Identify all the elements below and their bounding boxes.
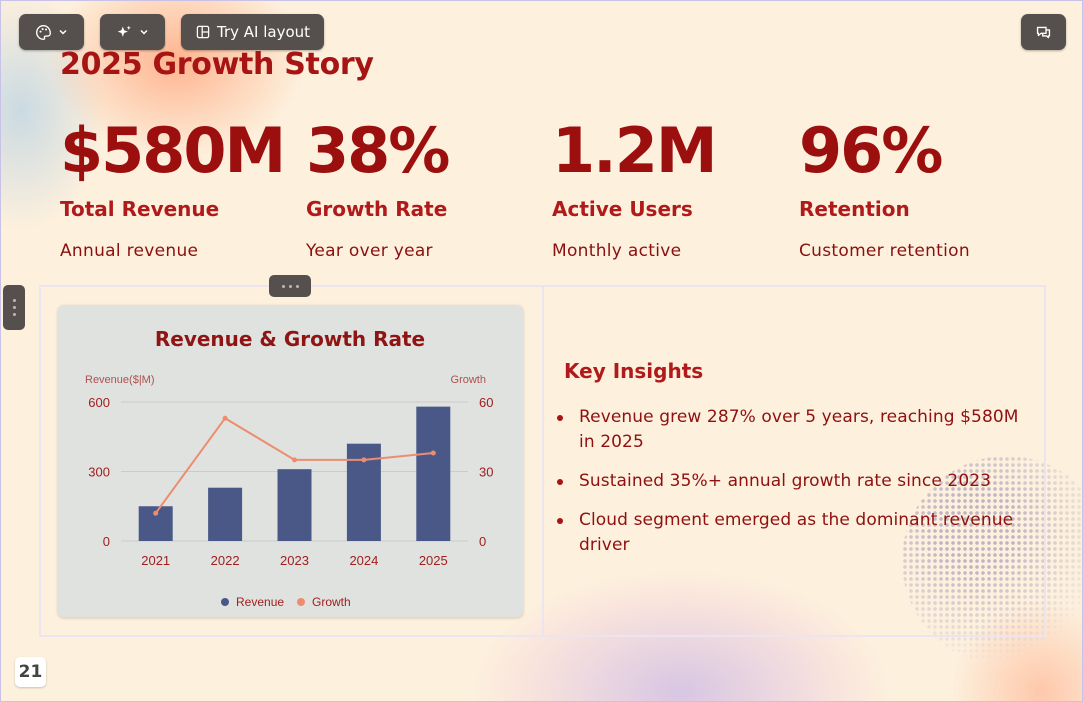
layout-icon <box>196 25 210 39</box>
stat-subtext: Monthly active <box>552 241 682 261</box>
revenue-growth-chart: Revenue & Growth Rate Revenue($|M) Growth 0… <box>85 327 493 609</box>
insight-item: Sustained 35%+ annual growth rate since … <box>557 469 1027 494</box>
y-axis-left-label: Revenue($|M) <box>85 374 155 386</box>
legend-swatch-revenue <box>221 598 229 606</box>
insights-list: Revenue grew 287% over 5 years, reaching… <box>557 405 1027 572</box>
insights-title: Key Insights <box>564 359 704 383</box>
try-ai-layout-label: Try AI layout <box>216 23 311 41</box>
y-axis-right-label: Growth <box>451 374 486 386</box>
sparkles-icon <box>117 25 131 37</box>
stat-value: 96% <box>799 114 943 187</box>
bar-revenue <box>277 469 312 541</box>
stat-value: 38% <box>306 114 450 187</box>
x-tick-label: 2022 <box>211 553 240 568</box>
stat-active-users: 1.2M Active Users Monthly active <box>552 113 792 261</box>
stat-subtext: Customer retention <box>799 241 970 261</box>
chevron-down-icon <box>59 29 67 35</box>
legend-swatch-growth <box>297 598 305 606</box>
palette-icon <box>36 24 51 40</box>
y-tick-right: 30 <box>479 465 493 480</box>
stat-subtext: Year over year <box>306 241 433 261</box>
comment-icon <box>1036 26 1051 38</box>
stat-retention: 96% Retention Customer retention <box>799 113 1039 261</box>
insight-item: Revenue grew 287% over 5 years, reaching… <box>557 405 1027 455</box>
y-tick-left: 300 <box>88 465 110 480</box>
legend-label-growth: Growth <box>312 595 351 609</box>
stat-label: Growth Rate <box>306 197 448 221</box>
x-tick-label: 2025 <box>419 553 448 568</box>
insight-item: Cloud segment emerged as the dominant re… <box>557 508 1027 558</box>
point-growth <box>292 457 297 463</box>
page-number-badge[interactable]: 21 <box>15 657 46 687</box>
point-growth <box>361 457 367 463</box>
stat-label: Total Revenue <box>60 197 220 221</box>
comment-button[interactable] <box>1021 14 1066 50</box>
stat-label: Active Users <box>552 197 693 221</box>
bar-revenue <box>208 487 243 541</box>
drag-handle-vertical[interactable] <box>3 285 25 330</box>
point-growth <box>430 450 436 456</box>
y-tick-left: 0 <box>103 534 110 549</box>
stat-subtext: Annual revenue <box>60 241 199 261</box>
chevron-down-icon <box>140 29 148 35</box>
slide-title: 2025 Growth Story <box>60 47 374 82</box>
stat-growth-rate: 38% Growth Rate Year over year <box>306 113 546 261</box>
point-growth <box>222 415 228 421</box>
stat-total-revenue: $580M Total Revenue Annual revenue <box>60 113 300 261</box>
theme-menu-button[interactable] <box>19 14 84 50</box>
y-tick-right: 0 <box>479 534 486 549</box>
legend-label-revenue: Revenue <box>236 595 284 609</box>
y-tick-right: 60 <box>479 395 493 410</box>
y-tick-left: 600 <box>88 395 110 410</box>
ai-menu-button[interactable] <box>100 14 165 50</box>
point-growth <box>153 510 159 516</box>
halftone-decoration <box>902 456 1082 666</box>
stat-value: 1.2M <box>552 114 718 187</box>
x-tick-label: 2024 <box>349 553 378 568</box>
bar-revenue <box>416 406 451 541</box>
drag-handle-horizontal[interactable] <box>269 275 311 297</box>
stat-value: $580M <box>60 114 286 187</box>
chart-card[interactable]: Revenue & Growth Rate Revenue($|M) Growth 0… <box>58 305 523 617</box>
try-ai-layout-button[interactable]: Try AI layout <box>181 14 324 50</box>
stat-label: Retention <box>799 197 910 221</box>
chart-title: Revenue & Growth Rate <box>155 327 425 351</box>
x-tick-label: 2023 <box>280 553 309 568</box>
x-tick-label: 2021 <box>141 553 170 568</box>
column-divider <box>542 285 544 637</box>
